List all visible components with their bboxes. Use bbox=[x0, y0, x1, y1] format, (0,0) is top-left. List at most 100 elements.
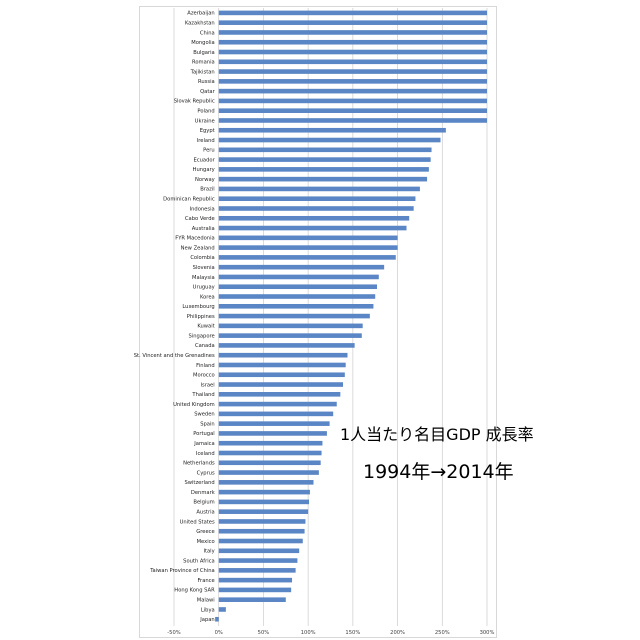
bar bbox=[218, 528, 305, 534]
category-label: Jamaica bbox=[193, 441, 214, 447]
category-label: Philippines bbox=[187, 314, 215, 320]
category-label: Peru bbox=[203, 148, 215, 154]
category-label: France bbox=[197, 578, 214, 584]
category-label: Indonesia bbox=[190, 206, 215, 212]
category-label: Austria bbox=[196, 509, 214, 515]
bar bbox=[218, 264, 385, 270]
bar bbox=[218, 470, 319, 475]
category-label: South Africa bbox=[183, 558, 215, 564]
category-label: Kazakhstan bbox=[185, 20, 215, 26]
x-tick-label: 150% bbox=[345, 630, 360, 636]
bar bbox=[218, 607, 226, 612]
bar bbox=[218, 255, 396, 260]
x-axis-tick-labels: -50% 0% 50% 100% 150% 200% 250% 300% bbox=[167, 630, 494, 636]
category-label: Kuwait bbox=[197, 324, 214, 330]
bar bbox=[218, 333, 362, 338]
bar bbox=[218, 421, 330, 426]
category-label: FYR Macedonia bbox=[175, 236, 214, 242]
category-label: Belgium bbox=[193, 500, 214, 506]
bar bbox=[218, 362, 346, 368]
x-tick-label: 0% bbox=[215, 630, 223, 636]
bar bbox=[218, 431, 327, 436]
bar bbox=[218, 274, 379, 280]
category-label: Italy bbox=[203, 549, 214, 555]
category-label: Uruguay bbox=[193, 285, 215, 291]
category-label: Slovenia bbox=[193, 265, 215, 271]
category-label: Malaysia bbox=[192, 275, 215, 281]
category-label: United States bbox=[180, 519, 215, 525]
bar bbox=[215, 616, 219, 622]
bar bbox=[218, 245, 398, 250]
category-label: Qatar bbox=[200, 89, 215, 95]
category-label: Korea bbox=[200, 294, 215, 300]
x-tick-label: -50% bbox=[167, 630, 180, 636]
category-label: Colombia bbox=[190, 255, 214, 261]
overlay-subtitle: 1994年→2014年 bbox=[363, 461, 514, 483]
bar bbox=[218, 284, 378, 290]
bar bbox=[218, 118, 487, 123]
category-label: Greece bbox=[196, 529, 214, 535]
category-label: Russia bbox=[198, 79, 215, 85]
category-label: Finland bbox=[196, 363, 215, 369]
category-label: Cyprus bbox=[197, 470, 215, 476]
bar bbox=[218, 30, 487, 35]
category-label: New Zealand bbox=[181, 245, 215, 251]
category-label: Hong Kong SAR bbox=[174, 588, 215, 594]
category-label: Taiwan Province of China bbox=[149, 568, 214, 574]
bar bbox=[218, 568, 296, 573]
category-label: Singapore bbox=[189, 333, 215, 339]
x-tick-label: 200% bbox=[390, 630, 405, 636]
category-label: United Kingdom bbox=[173, 402, 215, 408]
category-label: Tajikistan bbox=[190, 69, 215, 75]
bar bbox=[218, 206, 414, 211]
category-label: Switzerland bbox=[184, 480, 214, 486]
bar bbox=[218, 215, 410, 221]
category-label: Ireland bbox=[197, 138, 215, 144]
bar bbox=[218, 411, 334, 417]
bar bbox=[218, 20, 487, 25]
category-label: Netherlands bbox=[183, 461, 215, 467]
category-label: Iceland bbox=[196, 451, 215, 457]
x-tick-label: 300% bbox=[480, 630, 495, 636]
bar bbox=[218, 558, 298, 563]
bar bbox=[218, 460, 321, 466]
category-label: Australia bbox=[192, 226, 215, 232]
bar bbox=[218, 587, 292, 593]
bar bbox=[218, 323, 363, 329]
category-label: Dominican Republic bbox=[163, 197, 215, 203]
category-label: Luxembourg bbox=[182, 304, 214, 310]
category-label: Egypt bbox=[200, 128, 215, 134]
bar bbox=[218, 137, 441, 143]
bar bbox=[218, 499, 310, 505]
bars bbox=[215, 10, 487, 622]
category-label: China bbox=[200, 30, 215, 36]
category-label: Ecuador bbox=[194, 157, 216, 163]
bar bbox=[218, 440, 323, 446]
category-label: St. Vincent and the Grenadines bbox=[134, 353, 215, 359]
category-label: Canada bbox=[195, 343, 215, 349]
bar bbox=[218, 98, 487, 104]
bar bbox=[218, 509, 309, 514]
bar bbox=[218, 69, 487, 74]
category-label: Malawi bbox=[197, 597, 215, 603]
bar bbox=[218, 352, 348, 358]
bar bbox=[218, 489, 310, 495]
bar bbox=[218, 88, 487, 94]
bar bbox=[218, 450, 322, 456]
bar bbox=[218, 59, 487, 65]
bar bbox=[218, 147, 432, 153]
bar bbox=[218, 39, 487, 45]
bar bbox=[218, 127, 446, 133]
category-label: Ukraine bbox=[195, 118, 215, 124]
category-label: Hungary bbox=[193, 167, 215, 173]
bar bbox=[218, 382, 344, 387]
category-label: Libya bbox=[201, 607, 215, 613]
bar bbox=[218, 392, 341, 397]
category-label: Israel bbox=[201, 382, 215, 388]
bar bbox=[218, 372, 345, 378]
category-label: Azerbaijan bbox=[187, 11, 214, 17]
category-label: Norway bbox=[195, 177, 215, 183]
bar bbox=[218, 313, 370, 319]
x-tick-label: 50% bbox=[258, 630, 270, 636]
category-label: Romania bbox=[192, 60, 215, 66]
